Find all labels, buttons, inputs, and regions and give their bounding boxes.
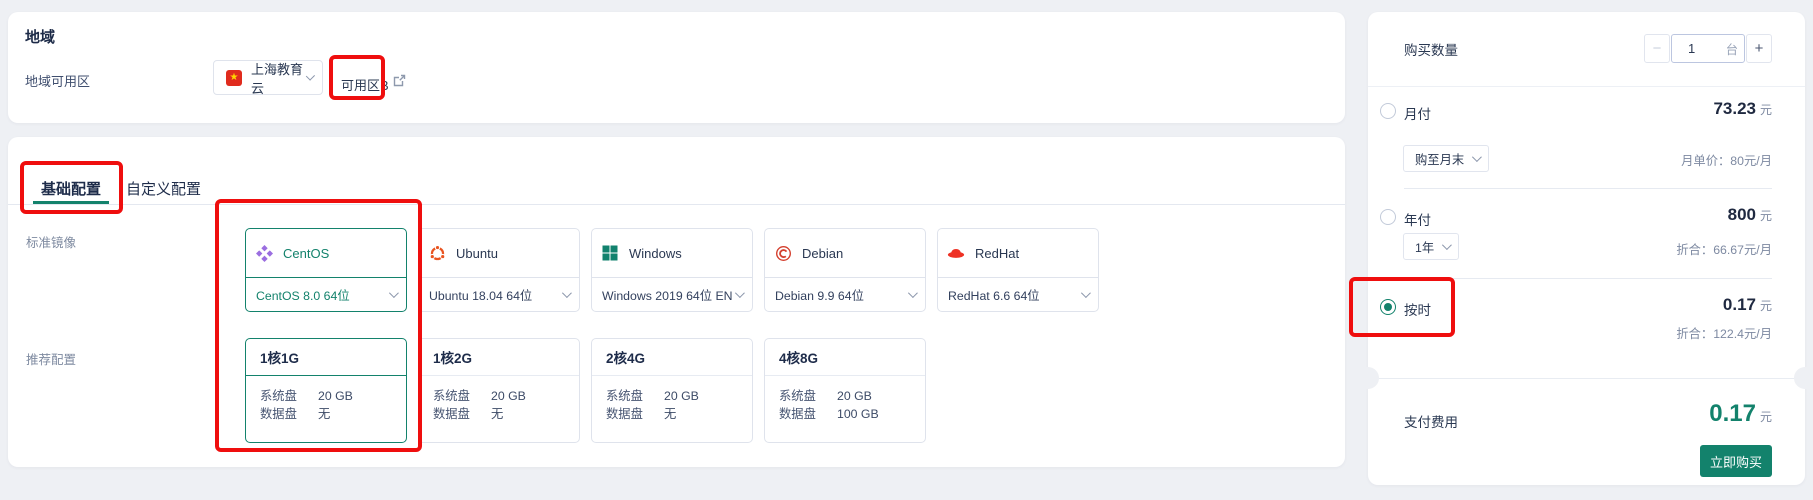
tabs-divider bbox=[8, 204, 1345, 205]
chevron-down-icon bbox=[1080, 288, 1091, 299]
image-version-select-redhat[interactable]: RedHat 6.6 64位 bbox=[938, 278, 1098, 311]
plan-monthly-price: 73.23 元 bbox=[1713, 99, 1772, 118]
region-section: 地域 地域可用区 ★ 上海教育云 可用区B bbox=[8, 12, 1345, 123]
divider bbox=[1404, 278, 1772, 279]
region-title: 地域 bbox=[25, 29, 56, 46]
image-name: Windows bbox=[629, 245, 682, 261]
image-version-select-centos[interactable]: CentOS 8.0 64位 bbox=[246, 278, 406, 311]
spec-card-4c8g[interactable]: 4核8G 系统盘 20 GB 数据盘 100 GB bbox=[764, 338, 926, 443]
availability-zone-value[interactable]: 可用区B bbox=[341, 78, 389, 93]
system-disk-row: 系统盘 20 GB bbox=[433, 389, 526, 403]
plan-yearly-label: 年付 bbox=[1404, 213, 1431, 228]
recommended-config-label: 推荐配置 bbox=[26, 353, 77, 367]
image-version-select-ubuntu[interactable]: Ubuntu 18.04 64位 bbox=[419, 278, 579, 311]
image-version-select-windows[interactable]: Windows 2019 64位 EN bbox=[592, 278, 752, 311]
chevron-down-icon bbox=[734, 288, 745, 299]
image-card-windows[interactable]: Windows Windows 2019 64位 EN bbox=[591, 228, 753, 312]
active-tab-underline bbox=[33, 201, 109, 204]
perforated-divider bbox=[1357, 367, 1813, 389]
data-disk-row: 数据盘无 bbox=[606, 407, 677, 421]
spec-name: 1核1G bbox=[246, 339, 406, 376]
cn-flag-icon: ★ bbox=[226, 69, 242, 86]
quantity-unit: 台 bbox=[1725, 42, 1738, 57]
plan-monthly-label: 月付 bbox=[1404, 107, 1431, 122]
pay-amount-label: 支付费用 bbox=[1404, 415, 1458, 430]
region-select[interactable]: ★ 上海教育云 bbox=[213, 60, 323, 96]
plan-hourly-label: 按时 bbox=[1404, 303, 1431, 318]
quantity-input[interactable]: 1 台 bbox=[1671, 34, 1745, 63]
image-name: CentOS bbox=[283, 245, 330, 261]
yearly-equivalent-note: 折合：66.67元/月 bbox=[1676, 243, 1772, 257]
radio-hourly[interactable] bbox=[1380, 299, 1396, 315]
system-disk-row: 系统盘 20 GB bbox=[606, 389, 699, 403]
plan-hourly-price: 0.17 元 bbox=[1722, 295, 1772, 314]
centos-icon bbox=[255, 244, 273, 262]
quantity-plus-button[interactable]: + bbox=[1746, 34, 1772, 63]
plan-yearly-price: 800 元 bbox=[1727, 205, 1772, 224]
chevron-down-icon bbox=[561, 288, 572, 299]
spec-card-1c2g[interactable]: 1核2G 系统盘 20 GB 数据盘无 bbox=[418, 338, 580, 443]
quantity-label: 购买数量 bbox=[1404, 43, 1458, 58]
chevron-down-icon bbox=[907, 288, 918, 299]
spec-card-1c1g[interactable]: 1核1G 系统盘 20 GB 数据盘无 bbox=[245, 338, 407, 443]
tab-basic-config[interactable]: 基础配置 bbox=[41, 181, 102, 198]
divider bbox=[1368, 86, 1805, 87]
image-card-centos[interactable]: CentOS CentOS 8.0 64位 bbox=[245, 228, 407, 312]
spec-name: 2核4G bbox=[592, 339, 752, 376]
chevron-down-icon bbox=[1472, 152, 1483, 163]
data-disk-row: 数据盘无 bbox=[260, 407, 331, 421]
divider bbox=[1404, 188, 1772, 189]
ubuntu-icon bbox=[428, 244, 446, 262]
data-disk-row: 数据盘无 bbox=[433, 407, 504, 421]
spec-name: 1核2G bbox=[419, 339, 579, 376]
hourly-equivalent-note: 折合：122.4元/月 bbox=[1676, 327, 1772, 341]
yearly-duration-select[interactable]: 1年 bbox=[1403, 233, 1460, 260]
data-disk-row: 数据盘 100 GB bbox=[779, 407, 879, 421]
system-disk-row: 系统盘 20 GB bbox=[779, 389, 872, 403]
image-name: RedHat bbox=[975, 245, 1020, 261]
spec-name: 4核8G bbox=[765, 339, 925, 376]
standard-image-label: 标准镜像 bbox=[26, 236, 77, 250]
config-section: 基础配置 自定义配置 标准镜像 CentOS CentOS 8.0 64位 bbox=[8, 137, 1345, 467]
system-disk-row: 系统盘 20 GB bbox=[260, 389, 353, 403]
quantity-minus-button[interactable]: − bbox=[1644, 34, 1670, 63]
buy-now-button[interactable]: 立即购买 bbox=[1700, 445, 1772, 477]
image-card-debian[interactable]: Debian Debian 9.9 64位 bbox=[764, 228, 926, 312]
image-name: Debian bbox=[802, 245, 844, 261]
chevron-down-icon bbox=[388, 288, 399, 299]
image-card-redhat[interactable]: RedHat RedHat 6.6 64位 bbox=[937, 228, 1099, 312]
chevron-down-icon bbox=[1442, 240, 1453, 251]
external-link-icon[interactable] bbox=[392, 73, 407, 88]
windows-icon bbox=[601, 244, 619, 262]
image-name: Ubuntu bbox=[456, 245, 498, 261]
debian-icon bbox=[774, 244, 792, 262]
quantity-value: 1 bbox=[1688, 41, 1696, 56]
monthly-duration-select[interactable]: 购至月末 bbox=[1403, 145, 1490, 172]
image-version-select-debian[interactable]: Debian 9.9 64位 bbox=[765, 278, 925, 311]
chevron-down-icon bbox=[305, 71, 316, 81]
purchase-panel: 购买数量 − 1 台 + 月付 73.23 元 购至月末 月单价：80元/月 年付… bbox=[1357, 12, 1813, 485]
region-zone-label: 地域可用区 bbox=[25, 74, 91, 89]
image-card-ubuntu[interactable]: Ubuntu Ubuntu 18.04 64位 bbox=[418, 228, 580, 312]
spec-card-2c4g[interactable]: 2核4G 系统盘 20 GB 数据盘无 bbox=[591, 338, 753, 443]
region-select-value: 上海教育云 bbox=[251, 61, 304, 96]
monthly-unit-price-note: 月单价：80元/月 bbox=[1681, 154, 1772, 168]
redhat-icon bbox=[947, 244, 965, 262]
radio-monthly[interactable] bbox=[1380, 103, 1396, 119]
radio-yearly[interactable] bbox=[1380, 209, 1396, 225]
pay-amount-value: 0.17 元 bbox=[1709, 400, 1772, 427]
tab-custom-config[interactable]: 自定义配置 bbox=[126, 181, 202, 198]
